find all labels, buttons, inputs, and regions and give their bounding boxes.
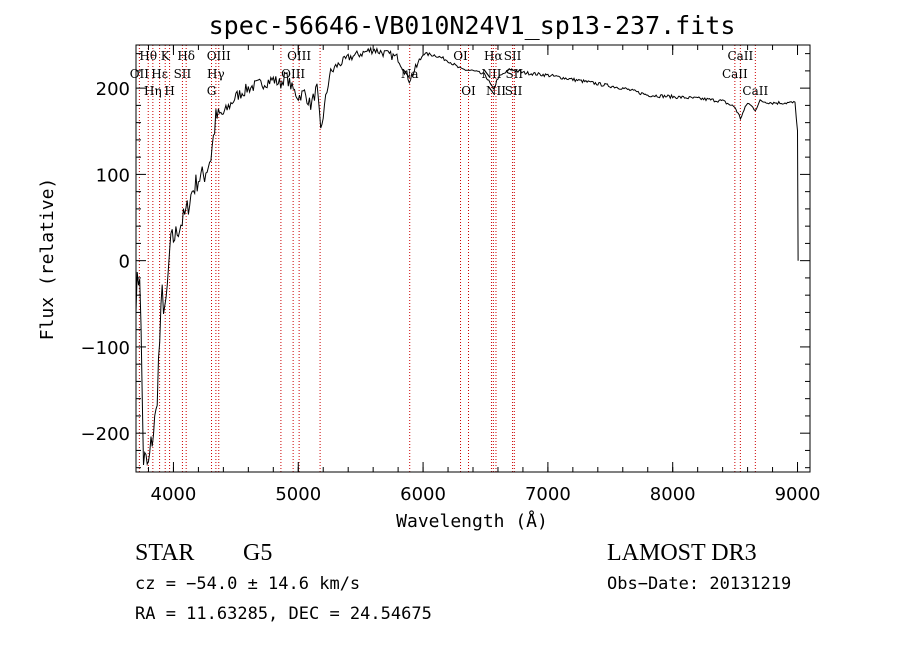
line-label-18: NII (481, 67, 501, 81)
line-label-22: CaII (727, 49, 753, 63)
line-label-2: Hη (144, 84, 162, 98)
line-label-15: OI (461, 84, 476, 98)
spectrum-series (135, 46, 799, 466)
line-label-5: H (164, 84, 174, 98)
line-label-6: Hδ (177, 49, 195, 63)
line-label-23: CaII (722, 67, 748, 81)
x-tick-label-1: 5000 (275, 484, 321, 505)
y-axis-ticks: −200 −100 0 100 200 (81, 53, 810, 469)
object-subclass: G5 (243, 540, 272, 566)
line-label-4: Hε (151, 67, 168, 81)
line-label-10: G (207, 84, 217, 98)
x-axis-label: Wavelength (Å) (396, 510, 548, 532)
line-label-24: CaII (742, 84, 768, 98)
observation-date: Obs−Date: 20131219 (607, 574, 791, 594)
y-axis-label: Flux (relative) (37, 178, 58, 341)
x-tick-label-2: 6000 (400, 484, 446, 505)
line-label-20: NII (486, 84, 506, 98)
line-label-1: OII (130, 67, 150, 81)
object-class: STAR (135, 540, 194, 566)
x-tick-label-5: 9000 (775, 484, 821, 505)
y-tick-label-4: 200 (96, 79, 130, 100)
survey-name: LAMOST DR3 (607, 540, 757, 566)
spectrum-line (135, 46, 799, 466)
y-tick-label-1: −100 (81, 338, 130, 359)
line-label-9: Hγ (207, 67, 225, 81)
line-label-12: OIII (281, 67, 305, 81)
line-label-11: OIII (287, 49, 311, 63)
line-label-13: Na (401, 67, 419, 81)
x-axis-ticks: 4000 5000 6000 7000 8000 9000 (147, 45, 821, 505)
chart-title: spec-56646-VB010N24V1_sp13-237.fits (209, 11, 736, 40)
x-tick-label-3: 7000 (525, 484, 571, 505)
line-markers (138, 45, 756, 472)
line-label-21: SII (505, 84, 523, 98)
y-tick-label-2: 0 (119, 252, 130, 273)
y-tick-label-0: −200 (81, 424, 130, 445)
redshift-cz: cz = −54.0 ± 14.6 km/s (135, 574, 360, 594)
line-label-16: Hα (484, 49, 503, 63)
x-tick-label-4: 8000 (650, 484, 696, 505)
line-label-0: Hθ (139, 49, 157, 63)
x-tick-label-0: 4000 (151, 484, 197, 505)
line-label-14: OI (453, 49, 468, 63)
plot-frame (135, 44, 811, 473)
line-label-3: K (161, 49, 171, 63)
line-label-8: OIII (207, 49, 231, 63)
line-label-7: SII (174, 67, 192, 81)
line-label-17: SII (504, 49, 522, 63)
line-label-19: SII (505, 67, 523, 81)
coordinates: RA = 11.63285, DEC = 24.54675 (135, 604, 432, 624)
y-tick-label-3: 100 (96, 165, 130, 186)
